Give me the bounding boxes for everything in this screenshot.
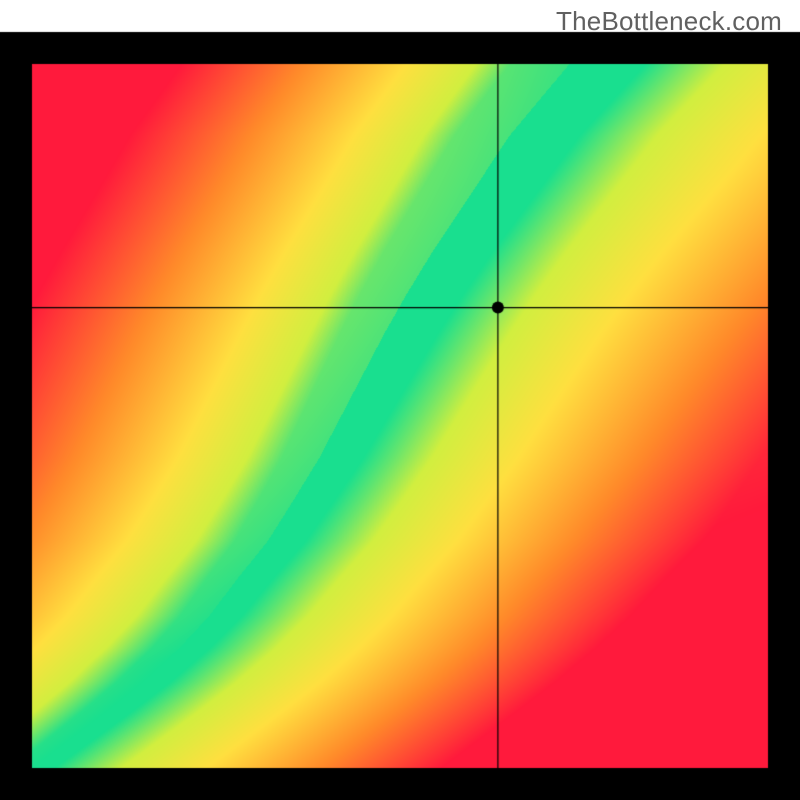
watermark-label: TheBottleneck.com [556,6,782,37]
bottleneck-heatmap [0,0,800,800]
